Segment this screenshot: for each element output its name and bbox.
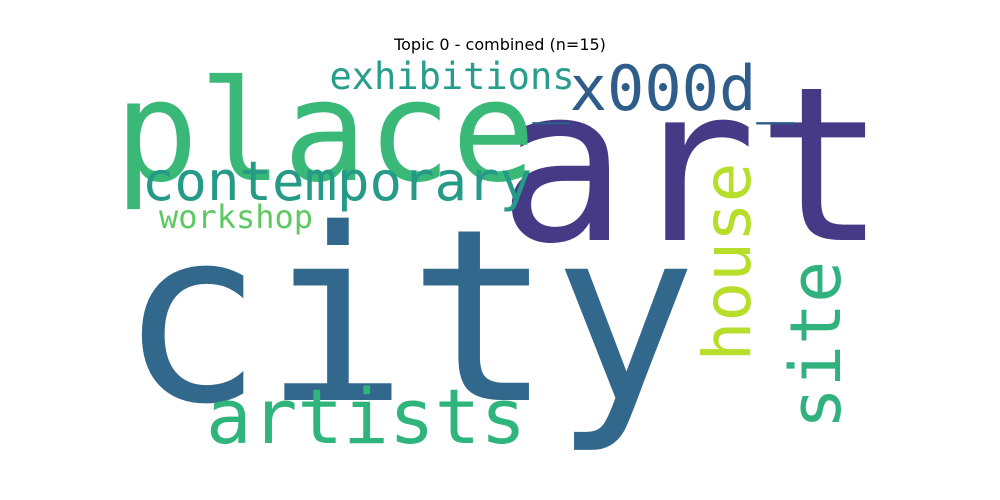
word-place: place	[114, 51, 535, 214]
word-art: art	[498, 40, 886, 291]
chart-title: Topic 0 - combined (n=15)	[394, 35, 606, 54]
word-artists: artists	[206, 372, 526, 461]
word-house: house	[689, 163, 766, 362]
word-city: city	[119, 177, 697, 457]
word-x000d: _x000d_	[532, 52, 794, 125]
word-workshop: workshop	[159, 198, 313, 236]
word-exhibitions: exhibitions	[329, 55, 574, 98]
word-site: site	[775, 261, 857, 430]
word-contemporary: contemporary	[142, 150, 532, 213]
